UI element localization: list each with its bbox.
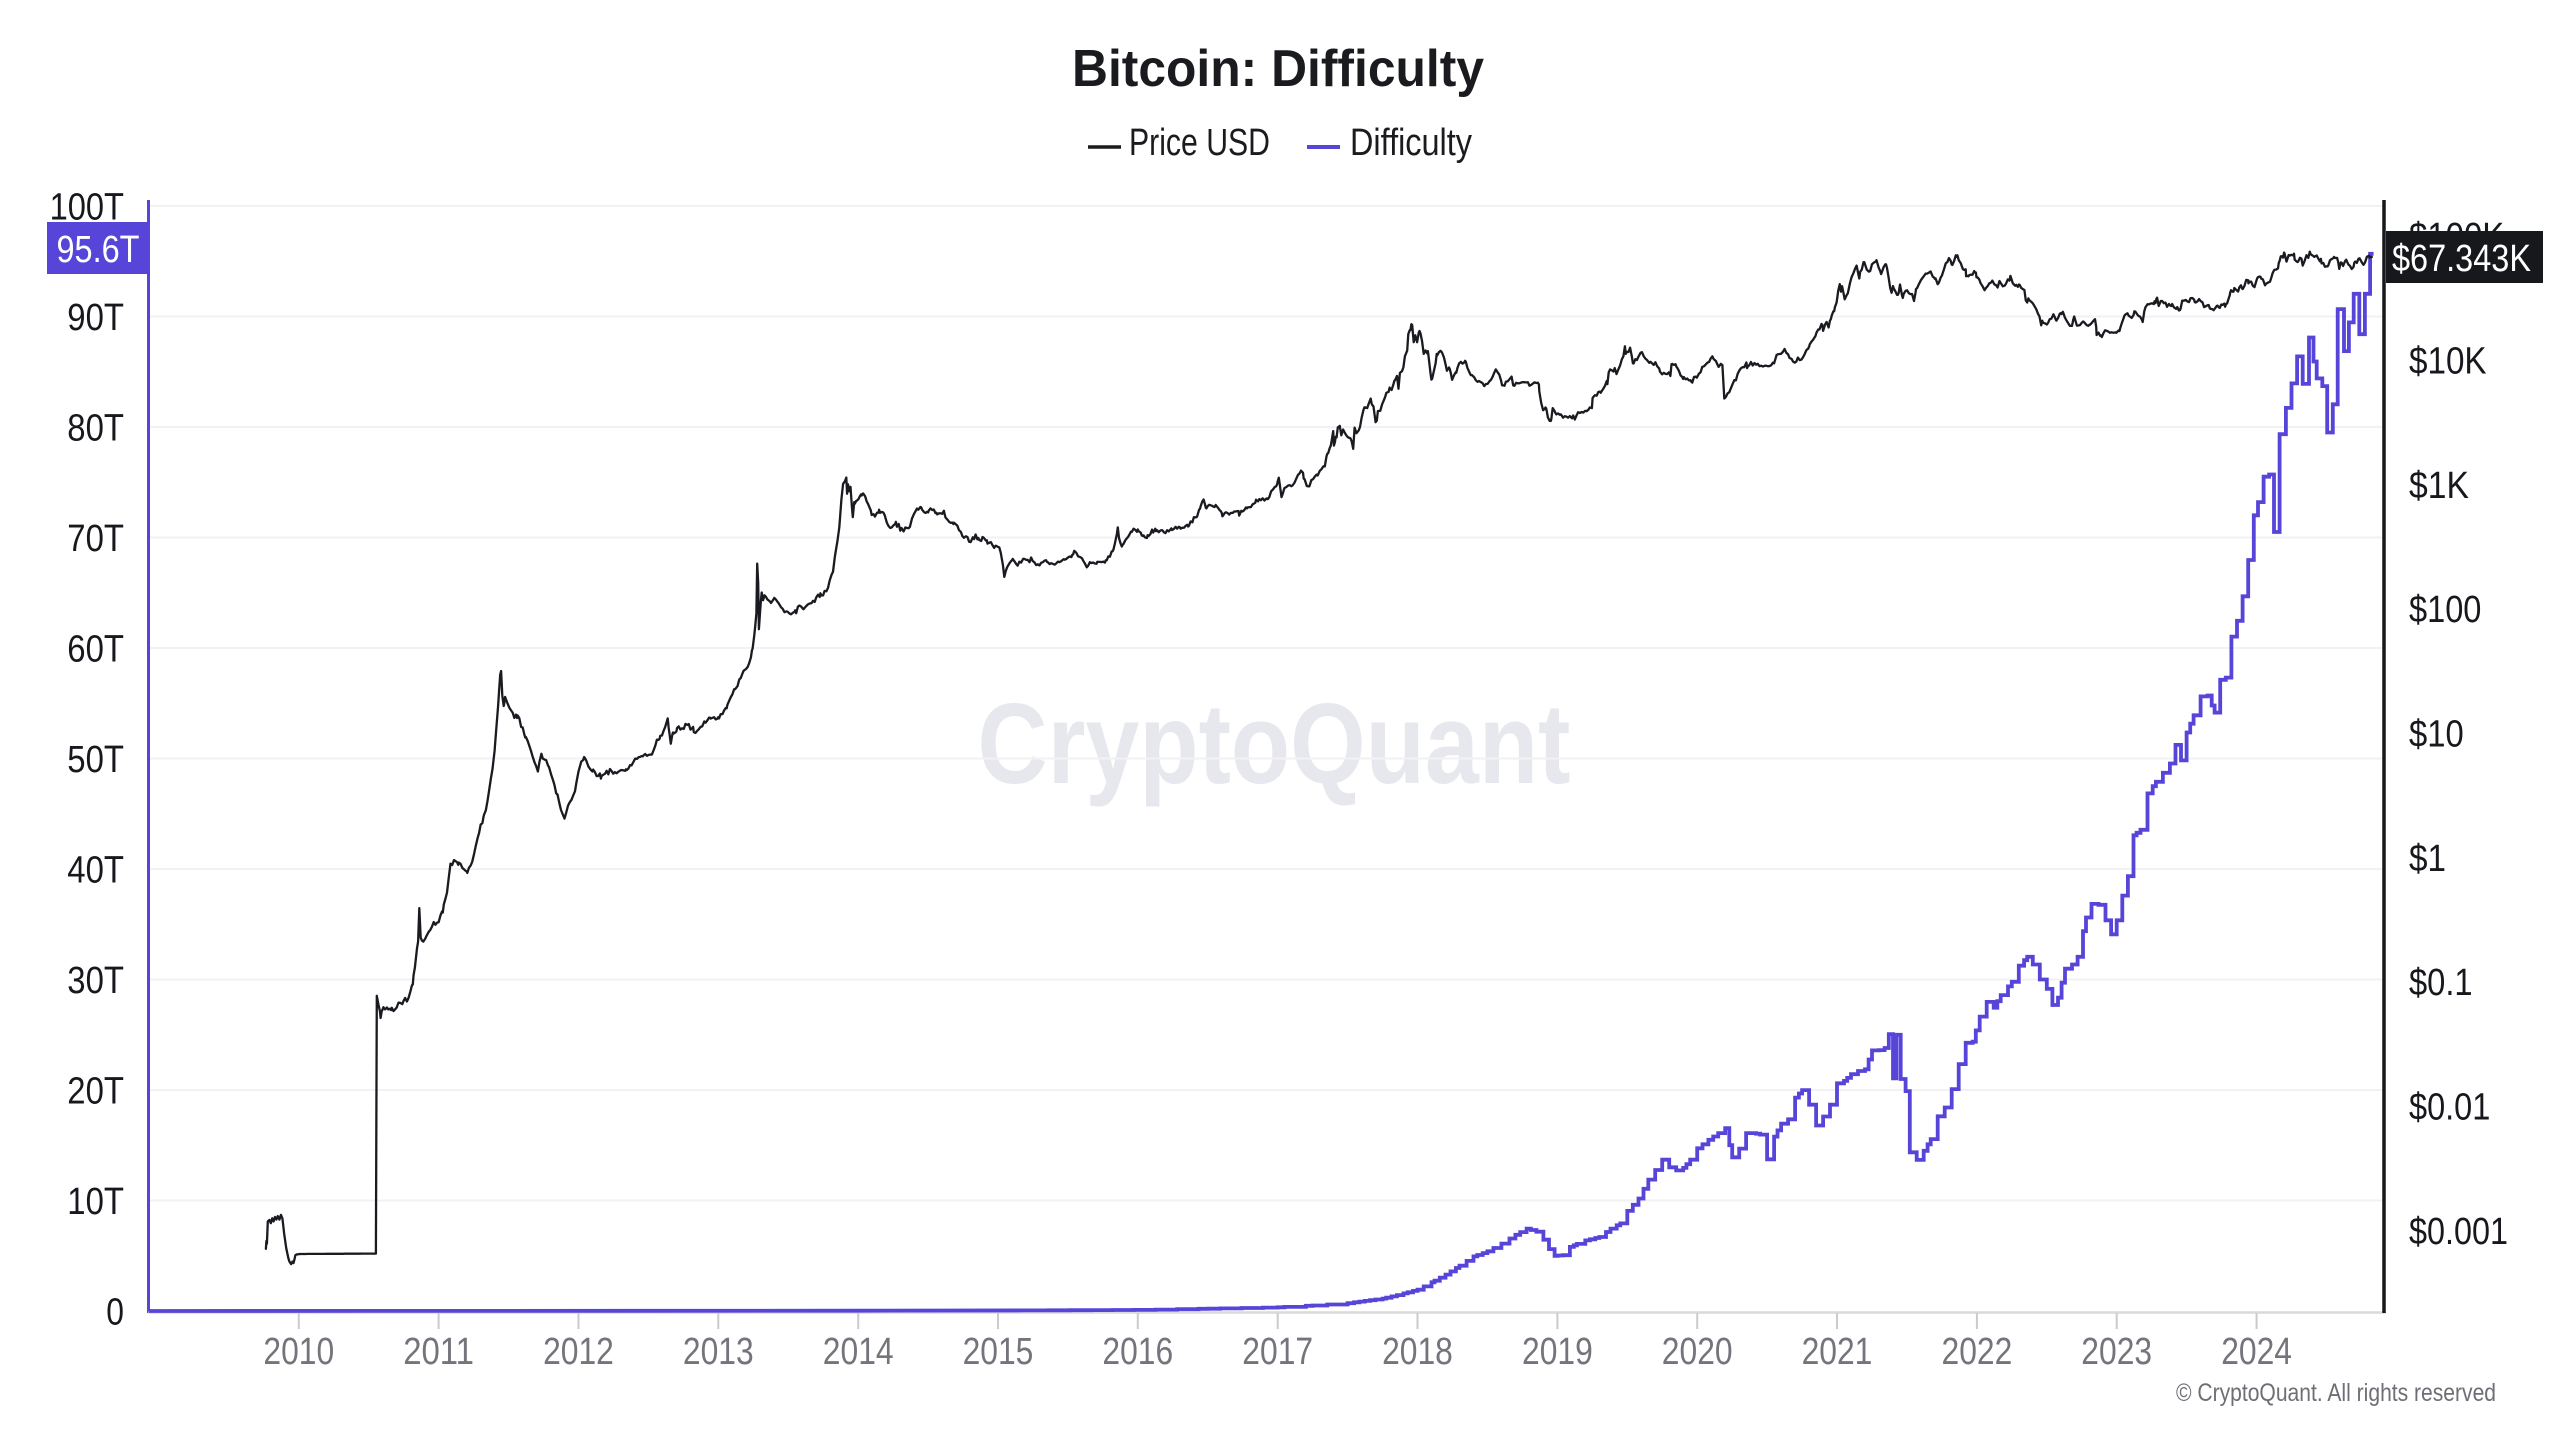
- svg-text:100T: 100T: [50, 187, 124, 229]
- svg-text:$0.01: $0.01: [2409, 1087, 2490, 1129]
- svg-text:Price USD: Price USD: [1129, 122, 1270, 164]
- svg-text:$67.343K: $67.343K: [2392, 238, 2531, 280]
- svg-text:$0.001: $0.001: [2409, 1211, 2508, 1253]
- svg-text:CryptoQuant: CryptoQuant: [978, 681, 1571, 808]
- svg-text:2014: 2014: [823, 1331, 894, 1373]
- svg-text:2012: 2012: [543, 1331, 614, 1373]
- svg-text:$10K: $10K: [2409, 341, 2487, 383]
- svg-text:2020: 2020: [1662, 1331, 1733, 1373]
- svg-text:80T: 80T: [67, 408, 124, 450]
- svg-text:2013: 2013: [683, 1331, 754, 1373]
- svg-text:2011: 2011: [403, 1331, 474, 1373]
- svg-text:2019: 2019: [1522, 1331, 1593, 1373]
- svg-text:20T: 20T: [67, 1071, 124, 1113]
- svg-text:90T: 90T: [67, 297, 124, 339]
- svg-text:2023: 2023: [2081, 1331, 2152, 1373]
- svg-text:70T: 70T: [67, 518, 124, 560]
- svg-text:50T: 50T: [67, 739, 124, 781]
- svg-text:2021: 2021: [1802, 1331, 1873, 1373]
- svg-text:2016: 2016: [1102, 1331, 1173, 1373]
- svg-text:$10: $10: [2409, 714, 2464, 756]
- svg-text:40T: 40T: [67, 850, 124, 892]
- svg-text:2010: 2010: [263, 1331, 334, 1373]
- svg-text:2017: 2017: [1242, 1331, 1313, 1373]
- svg-text:2015: 2015: [963, 1331, 1034, 1373]
- svg-text:60T: 60T: [67, 629, 124, 671]
- svg-text:Bitcoin: Difficulty: Bitcoin: Difficulty: [1072, 40, 1484, 98]
- svg-text:$1K: $1K: [2409, 465, 2469, 507]
- svg-text:0: 0: [106, 1292, 124, 1334]
- svg-text:$100: $100: [2409, 589, 2481, 631]
- svg-text:95.6T: 95.6T: [57, 229, 140, 271]
- svg-text:© CryptoQuant. All rights rese: © CryptoQuant. All rights reserved: [2176, 1379, 2496, 1407]
- svg-text:30T: 30T: [67, 960, 124, 1002]
- svg-text:2024: 2024: [2221, 1331, 2292, 1373]
- svg-text:Difficulty: Difficulty: [1350, 122, 1472, 164]
- svg-text:$1: $1: [2409, 838, 2446, 880]
- svg-text:2018: 2018: [1382, 1331, 1453, 1373]
- svg-text:$0.1: $0.1: [2409, 962, 2473, 1004]
- svg-text:10T: 10T: [67, 1181, 124, 1223]
- svg-text:2022: 2022: [1942, 1331, 2013, 1373]
